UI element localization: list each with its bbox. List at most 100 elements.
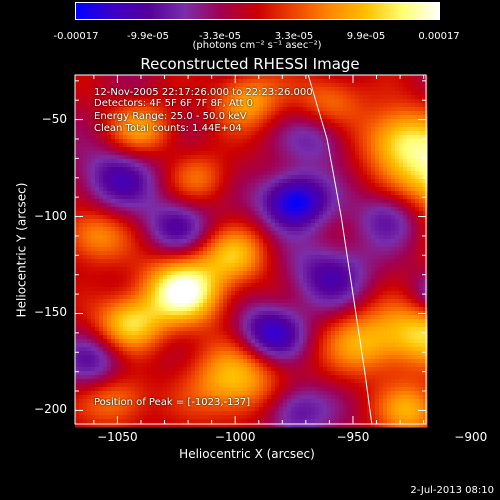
heatmap-cell	[187, 195, 192, 200]
heatmap-cell	[243, 251, 248, 256]
heatmap-cell	[239, 179, 244, 184]
heatmap-cell	[271, 139, 276, 144]
heatmap-cell	[143, 207, 148, 212]
heatmap-cell	[159, 115, 164, 120]
heatmap-cell	[143, 99, 148, 104]
heatmap-cell	[255, 187, 260, 192]
heatmap-cell	[239, 107, 244, 112]
heatmap-cell	[383, 195, 388, 200]
heatmap-cell	[407, 95, 412, 100]
heatmap-cell	[83, 87, 88, 92]
heatmap-cell	[223, 107, 228, 112]
heatmap-cell	[259, 239, 264, 244]
heatmap-cell	[403, 123, 408, 128]
heatmap-cell	[363, 143, 368, 148]
heatmap-cell	[259, 139, 264, 144]
heatmap-cell	[335, 279, 340, 284]
heatmap-cell	[319, 123, 324, 128]
heatmap-cell	[275, 275, 280, 280]
heatmap-cell	[235, 207, 240, 212]
heatmap-cell	[159, 243, 164, 248]
heatmap-cell	[419, 263, 424, 268]
heatmap-cell	[95, 99, 100, 104]
heatmap-cell	[115, 151, 120, 156]
heatmap-cell	[419, 199, 424, 204]
heatmap-cell	[307, 183, 312, 188]
heatmap-cell	[323, 291, 328, 296]
heatmap-cell	[335, 131, 340, 136]
heatmap-cell	[367, 263, 372, 268]
heatmap-cell	[335, 119, 340, 124]
heatmap-cell	[235, 103, 240, 108]
heatmap-cell	[407, 179, 412, 184]
heatmap-cell	[199, 139, 204, 144]
heatmap-cell	[423, 179, 428, 184]
heatmap-cell	[195, 187, 200, 192]
heatmap-cell	[299, 195, 304, 200]
heatmap-cell	[371, 199, 376, 204]
heatmap-cell	[391, 207, 396, 212]
heatmap-cell	[299, 267, 304, 272]
heatmap-cell	[115, 219, 120, 224]
heatmap-cell	[423, 139, 428, 144]
heatmap-cell	[127, 159, 132, 164]
heatmap-cell	[95, 111, 100, 116]
heatmap-cell	[127, 95, 132, 100]
heatmap-cell	[347, 159, 352, 164]
heatmap-cell	[371, 275, 376, 280]
heatmap-cell	[251, 219, 256, 224]
heatmap-cell	[135, 227, 140, 232]
heatmap-cell	[323, 163, 328, 168]
heatmap-cell	[223, 95, 228, 100]
heatmap-cell	[123, 131, 128, 136]
heatmap-cell	[195, 127, 200, 132]
heatmap-cell	[203, 131, 208, 136]
heatmap-cell	[339, 123, 344, 128]
heatmap-cell	[243, 119, 248, 124]
heatmap-cell	[227, 143, 232, 148]
heatmap-cell	[207, 147, 212, 152]
heatmap-cell	[411, 291, 416, 296]
heatmap-cell	[207, 167, 212, 172]
heatmap-cell	[99, 243, 104, 248]
heatmap-cell	[207, 103, 212, 108]
heatmap-cell	[335, 223, 340, 228]
heatmap-cell	[387, 271, 392, 276]
heatmap-cell	[375, 219, 380, 224]
heatmap-cell	[407, 123, 412, 128]
heatmap-cell	[335, 83, 340, 88]
heatmap-cell	[271, 143, 276, 148]
heatmap-cell	[311, 207, 316, 212]
heatmap-cell	[203, 271, 208, 276]
heatmap-cell	[123, 287, 128, 292]
heatmap-cell	[215, 171, 220, 176]
heatmap-cell	[83, 255, 88, 260]
heatmap-cell	[363, 255, 368, 260]
heatmap-cell	[331, 183, 336, 188]
heatmap-cell	[407, 167, 412, 172]
heatmap-cell	[343, 187, 348, 192]
heatmap-cell	[251, 95, 256, 100]
heatmap-cell	[231, 155, 236, 160]
heatmap-cell	[375, 211, 380, 216]
heatmap-cell	[187, 251, 192, 256]
heatmap-cell	[127, 175, 132, 180]
heatmap-cell	[107, 171, 112, 176]
heatmap-cell	[111, 263, 116, 268]
heatmap-cell	[187, 139, 192, 144]
heatmap-cell	[279, 227, 284, 232]
heatmap-cell	[231, 239, 236, 244]
heatmap-cell	[211, 79, 216, 84]
heatmap-cell	[243, 267, 248, 272]
heatmap-cell	[371, 135, 376, 140]
heatmap-cell	[423, 267, 428, 272]
heatmap-cell	[115, 295, 120, 300]
heatmap-cell	[343, 275, 348, 280]
heatmap-cell	[415, 91, 420, 96]
heatmap-cell	[187, 179, 192, 184]
heatmap-cell	[79, 103, 84, 108]
heatmap-cell	[379, 187, 384, 192]
heatmap-cell	[123, 147, 128, 152]
heatmap-cell	[263, 251, 268, 256]
heatmap-cell	[151, 219, 156, 224]
